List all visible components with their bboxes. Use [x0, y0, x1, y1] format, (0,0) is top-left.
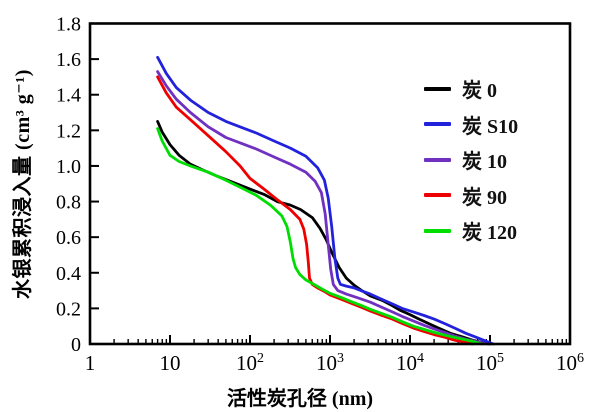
legend-label: 炭 120 [462, 222, 517, 245]
y-axis-tick-label: 0.4 [56, 263, 81, 285]
y-axis-tick-label: 0.6 [56, 227, 81, 249]
legend-label: 炭 0 [462, 80, 497, 103]
legend-line-swatch [424, 228, 451, 233]
series-line-tanS10 [156, 55, 495, 346]
x-axis-tick-label: 106 [556, 351, 584, 375]
legend-item-tan0: 炭 0 [424, 71, 518, 107]
y-axis-tick-label: 1.8 [56, 14, 81, 36]
y-axis-tick-label: 0 [71, 334, 81, 356]
legend-item-tan120: 炭 120 [424, 213, 518, 249]
legend-line-swatch [424, 86, 451, 91]
y-axis-tick-label: 0.2 [56, 298, 81, 320]
legend-line-swatch [424, 157, 451, 162]
x-axis-tick-label: 1 [85, 351, 96, 375]
plot-frame [88, 22, 572, 346]
series-line-tan10 [156, 70, 490, 346]
chart-legend: 炭 0 炭 S10 炭 10 炭 90 炭 120 [424, 71, 518, 249]
x-axis-tick-label: 102 [236, 351, 264, 375]
y-axis-tick-label: 1.2 [56, 120, 81, 142]
series-line-tan120 [156, 127, 484, 346]
legend-line-swatch [424, 122, 451, 127]
x-axis-tick-label: 103 [316, 351, 344, 375]
legend-line-swatch [424, 193, 451, 198]
y-axis-tick-label: 1.6 [56, 49, 81, 71]
legend-label: 炭 10 [462, 151, 507, 174]
y-axis-tick-label: 1.4 [56, 85, 81, 107]
x-axis-tick-label: 104 [396, 351, 424, 375]
legend-label: 炭 S10 [462, 115, 519, 138]
legend-item-tan10: 炭 10 [424, 142, 518, 178]
legend-item-tan90: 炭 90 [424, 178, 518, 214]
legend-label: 炭 90 [462, 186, 507, 209]
legend-item-tanS10: 炭 S10 [424, 107, 518, 143]
y-axis-title: 水银累积浸入量 (cm³ g⁻¹) [12, 69, 34, 299]
y-axis-tick-label: 0.8 [56, 192, 81, 214]
x-axis-title: 活性炭孔径 (nm) [226, 388, 374, 410]
x-axis-tick-label: 10 [160, 351, 181, 375]
y-axis-tick-label: 1.0 [56, 156, 81, 178]
x-axis-tick-label: 105 [476, 351, 504, 375]
